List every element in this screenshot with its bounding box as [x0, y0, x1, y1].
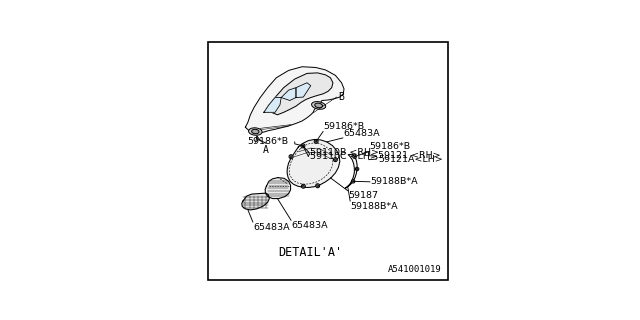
Text: A541001019: A541001019 — [388, 266, 442, 275]
Polygon shape — [264, 73, 333, 115]
Polygon shape — [265, 178, 291, 198]
Text: 59186*B: 59186*B — [324, 122, 365, 131]
Circle shape — [302, 145, 304, 147]
Text: 59110B <RH>: 59110B <RH> — [310, 148, 380, 157]
Text: 65483A: 65483A — [343, 129, 380, 138]
Circle shape — [290, 156, 292, 158]
Circle shape — [354, 156, 355, 157]
Circle shape — [353, 155, 356, 158]
Text: DETAIL'A': DETAIL'A' — [278, 246, 343, 259]
Text: 65483A: 65483A — [253, 223, 290, 232]
Text: 59121 <RH>: 59121 <RH> — [378, 151, 441, 160]
Circle shape — [301, 184, 305, 188]
Ellipse shape — [248, 128, 262, 135]
Text: 59188B*A: 59188B*A — [351, 202, 398, 211]
Circle shape — [356, 168, 358, 170]
Circle shape — [302, 185, 305, 187]
Text: A: A — [263, 145, 269, 155]
Text: 59188B*A: 59188B*A — [371, 177, 418, 186]
Circle shape — [335, 159, 337, 161]
Text: 59187: 59187 — [348, 191, 378, 200]
Polygon shape — [264, 98, 281, 112]
Circle shape — [315, 140, 317, 142]
Polygon shape — [246, 67, 344, 133]
Circle shape — [333, 158, 337, 162]
Circle shape — [316, 184, 319, 188]
Circle shape — [317, 185, 319, 187]
Ellipse shape — [312, 101, 326, 109]
Circle shape — [289, 155, 293, 159]
Text: 59186*B: 59186*B — [248, 137, 289, 146]
Polygon shape — [296, 83, 311, 98]
Polygon shape — [287, 140, 340, 188]
Polygon shape — [242, 193, 269, 210]
Text: 59186*B: 59186*B — [369, 142, 410, 151]
Circle shape — [301, 144, 305, 148]
Polygon shape — [345, 154, 357, 188]
Ellipse shape — [315, 103, 323, 108]
Circle shape — [353, 180, 354, 182]
Text: 65483A: 65483A — [292, 221, 328, 230]
Ellipse shape — [252, 129, 259, 134]
Polygon shape — [281, 88, 296, 100]
Text: B: B — [339, 92, 344, 102]
Circle shape — [314, 140, 318, 143]
Circle shape — [355, 167, 359, 171]
Text: 59110C <LH>: 59110C <LH> — [310, 152, 378, 161]
Text: 59121A<LH>: 59121A<LH> — [378, 155, 443, 164]
Circle shape — [351, 180, 355, 183]
